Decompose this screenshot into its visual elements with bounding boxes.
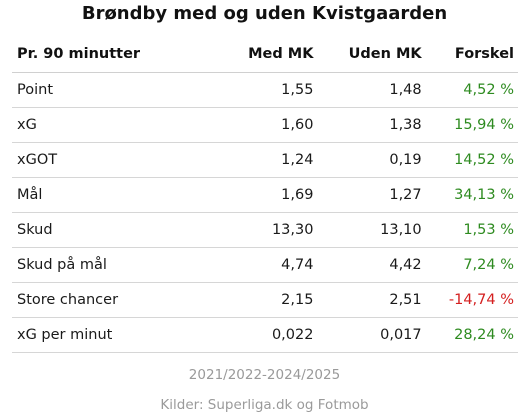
table-title: Brøndby med og uden Kvistgaarden <box>81 3 448 24</box>
med-mk-value: 4,74 <box>213 247 318 283</box>
row-label: xGOT <box>12 142 214 178</box>
med-mk-value: 1,60 <box>213 107 318 143</box>
row-label: Skud på mål <box>12 247 214 283</box>
table-row: xGOT 1,24 0,19 14,52 % <box>12 142 518 178</box>
header-med-mk: Med MK <box>213 36 318 73</box>
uden-mk-value: 13,10 <box>317 212 426 248</box>
uden-mk-value: 1,48 <box>317 72 426 108</box>
header-uden-mk: Uden MK <box>317 36 426 73</box>
header-forskel: Forskel <box>425 36 518 73</box>
table-row: Skud på mål 4,74 4,42 7,24 % <box>12 247 518 283</box>
med-mk-value: 1,69 <box>213 177 318 213</box>
forskel-value: 15,94 % <box>425 107 518 143</box>
row-label: xG per minut <box>12 317 214 353</box>
season-range: 2021/2022-2024/2025 <box>188 367 341 383</box>
table-row: xG 1,60 1,38 15,94 % <box>12 107 518 143</box>
forskel-value: 14,52 % <box>425 142 518 178</box>
table-row: Store chancer 2,15 2,51 -14,74 % <box>12 282 518 318</box>
table-row: Mål 1,69 1,27 34,13 % <box>12 177 518 213</box>
forskel-value: 34,13 % <box>425 177 518 213</box>
uden-mk-value: 0,19 <box>317 142 426 178</box>
med-mk-value: 2,15 <box>213 282 318 318</box>
source-note: Kilder: Superliga.dk og Fotmob <box>160 397 369 413</box>
header-metric: Pr. 90 minutter <box>12 36 214 73</box>
med-mk-value: 1,24 <box>213 142 318 178</box>
table-row: xG per minut 0,022 0,017 28,24 % <box>12 317 518 353</box>
uden-mk-value: 1,38 <box>317 107 426 143</box>
row-label: Store chancer <box>12 282 214 318</box>
med-mk-value: 13,30 <box>213 212 318 248</box>
row-label: Mål <box>12 177 214 213</box>
uden-mk-value: 1,27 <box>317 177 426 213</box>
row-label: xG <box>12 107 214 143</box>
forskel-value: 4,52 % <box>425 72 518 108</box>
uden-mk-value: 2,51 <box>317 282 426 318</box>
forskel-value: 1,53 % <box>425 212 518 248</box>
row-label: Point <box>12 72 214 108</box>
stats-table: Pr. 90 minutter Med MK Uden MK Forskel P… <box>12 36 518 353</box>
uden-mk-value: 0,017 <box>317 317 426 353</box>
forskel-value: 7,24 % <box>425 247 518 283</box>
table-body: Point 1,55 1,48 4,52 % xG 1,60 1,38 15,9… <box>12 72 518 353</box>
med-mk-value: 1,55 <box>213 72 318 108</box>
table-row: Point 1,55 1,48 4,52 % <box>12 72 518 108</box>
header-row: Pr. 90 minutter Med MK Uden MK Forskel <box>12 36 518 73</box>
med-mk-value: 0,022 <box>213 317 318 353</box>
table-row: Skud 13,30 13,10 1,53 % <box>12 212 518 248</box>
forskel-value: 28,24 % <box>425 317 518 353</box>
uden-mk-value: 4,42 <box>317 247 426 283</box>
forskel-value: -14,74 % <box>425 282 518 318</box>
row-label: Skud <box>12 212 214 248</box>
